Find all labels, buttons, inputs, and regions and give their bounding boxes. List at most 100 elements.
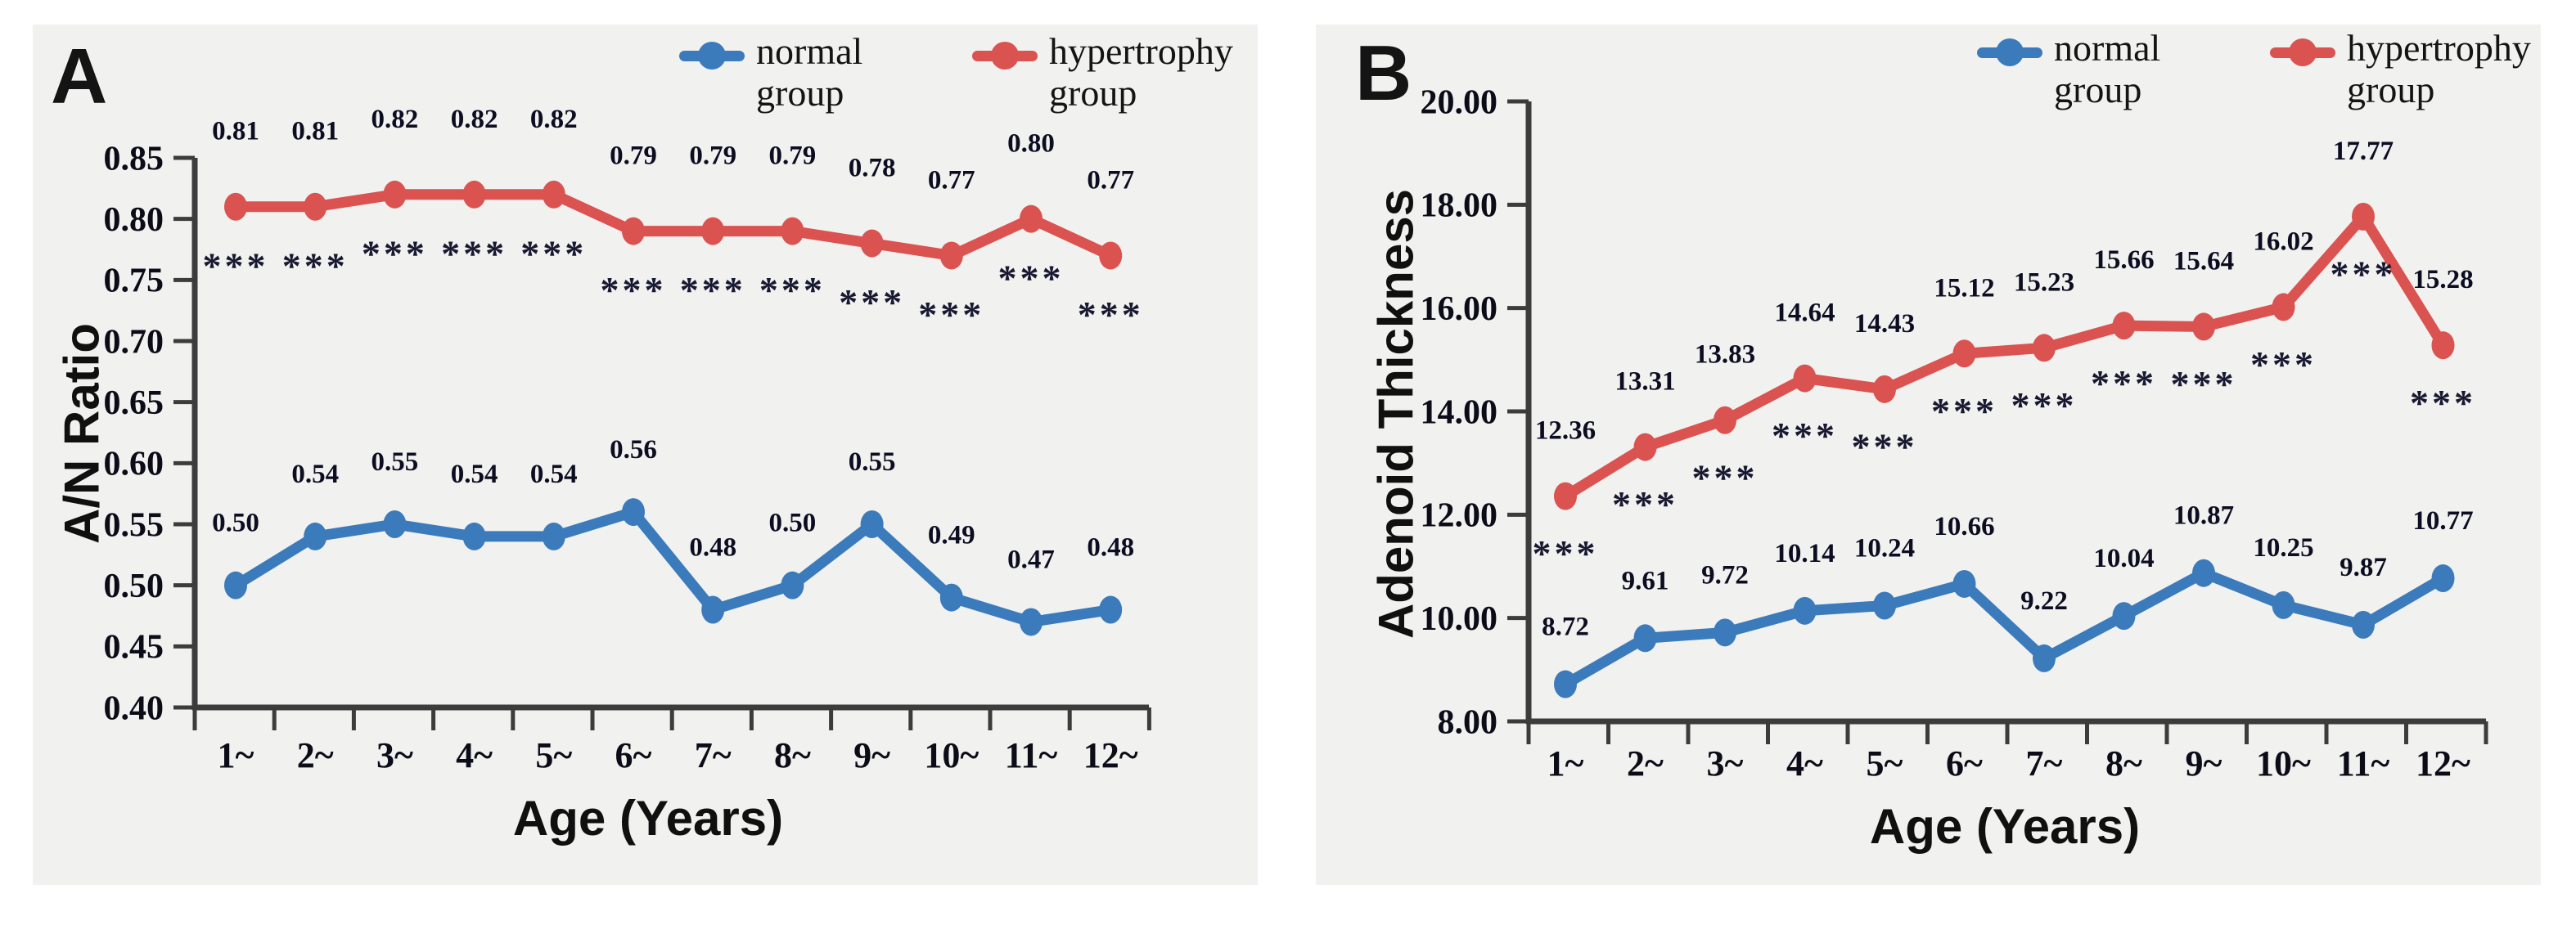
y-axis-title-b: Adenoid Thickness — [1368, 188, 1424, 640]
data-point-label: 10.24 — [1854, 534, 1915, 564]
significance-marker: *** — [2250, 344, 2317, 385]
significance-marker: *** — [1852, 425, 1918, 467]
data-point — [1714, 406, 1736, 434]
data-point-label: 0.79 — [610, 141, 657, 171]
x-tick-label: 8~ — [774, 735, 811, 775]
data-point-label: 0.50 — [212, 509, 259, 538]
significance-marker: *** — [1533, 532, 1599, 574]
y-tick-label: 0.75 — [104, 263, 164, 300]
data-point-label: 0.79 — [689, 141, 736, 171]
significance-marker: *** — [1078, 294, 1144, 335]
x-tick-label: 9~ — [2186, 743, 2222, 784]
data-point — [542, 522, 565, 550]
y-tick-label: 0.80 — [104, 201, 164, 239]
x-tick-label: 11~ — [2337, 743, 2390, 784]
data-point-label: 10.87 — [2173, 501, 2234, 531]
x-tick-label: 9~ — [853, 735, 890, 775]
data-point — [1952, 339, 1976, 368]
significance-marker: *** — [998, 257, 1065, 299]
data-point — [939, 241, 963, 270]
legend-b: normal group hypertrophy group — [1977, 27, 2550, 110]
legend-item-hypertrophy: hypertrophy group — [2270, 27, 2550, 110]
data-point-label: 13.83 — [1695, 340, 1755, 370]
significance-marker: *** — [362, 232, 428, 274]
data-point — [304, 522, 327, 550]
data-point-label: 0.80 — [1007, 129, 1055, 159]
panel-label-a: A — [51, 33, 108, 120]
x-tick-label: 2~ — [1627, 743, 1664, 784]
hypertrophy-group-marker-icon — [2270, 38, 2335, 66]
data-point-label: 0.55 — [372, 447, 419, 477]
data-point — [2352, 610, 2375, 639]
data-point — [701, 217, 725, 245]
data-point-label: 15.66 — [2093, 245, 2154, 275]
data-point — [1873, 375, 1896, 403]
y-tick-label: 16.00 — [1421, 290, 1498, 328]
data-point — [1099, 241, 1123, 270]
panel-a-background — [33, 25, 1258, 885]
significance-marker: *** — [1772, 415, 1838, 456]
data-point — [1020, 608, 1043, 636]
data-point — [2352, 202, 2375, 231]
data-point — [1020, 204, 1043, 233]
data-point-label: 0.54 — [530, 460, 578, 489]
data-point-label: 0.81 — [212, 117, 259, 146]
data-point — [304, 192, 327, 221]
data-point-label: 15.12 — [1934, 273, 1994, 303]
significance-marker: *** — [520, 232, 587, 274]
data-point — [224, 192, 247, 221]
y-tick-label: 0.50 — [104, 568, 164, 605]
data-point-label: 10.25 — [2253, 533, 2313, 563]
data-point-label: 9.72 — [1701, 560, 1749, 590]
y-tick-label: 18.00 — [1421, 187, 1498, 225]
y-tick-label: 14.00 — [1421, 393, 1498, 431]
data-point-label: 0.81 — [291, 117, 339, 146]
significance-marker: *** — [2091, 362, 2157, 404]
data-point-label: 0.54 — [451, 460, 498, 489]
hypertrophy-group-marker-icon — [972, 42, 1038, 70]
data-point-label: 14.43 — [1854, 309, 1915, 339]
data-point-label: 10.04 — [2093, 544, 2154, 573]
data-point — [939, 583, 963, 612]
x-tick-label: 1~ — [1547, 743, 1584, 784]
y-tick-label: 0.65 — [104, 384, 164, 422]
x-tick-label: 4~ — [456, 735, 493, 775]
data-point-label: 0.79 — [769, 141, 817, 171]
legend-item-normal: normal group — [679, 30, 959, 114]
y-tick-label: 0.55 — [104, 506, 164, 544]
x-tick-label: 1~ — [218, 735, 254, 775]
legend-item-hypertrophy: hypertrophy group — [972, 30, 1252, 114]
data-point — [1793, 364, 1817, 393]
x-tick-label: 4~ — [1786, 743, 1823, 784]
significance-marker: *** — [680, 269, 746, 311]
data-point-label: 15.64 — [2173, 246, 2234, 276]
x-tick-label: 6~ — [615, 735, 652, 775]
data-point — [1554, 482, 1577, 510]
data-point-label: 0.82 — [451, 105, 498, 134]
legend-label-normal: normal group — [2054, 27, 2161, 110]
significance-marker: *** — [441, 232, 507, 274]
x-tick-label: 7~ — [695, 735, 732, 775]
significance-marker: *** — [2011, 384, 2078, 426]
y-tick-label: 0.85 — [104, 140, 164, 177]
series-line-hypertrophy-group — [230, 189, 1116, 261]
x-tick-label: 3~ — [1707, 743, 1744, 784]
significance-marker: *** — [839, 281, 905, 323]
data-point-label: 9.61 — [1622, 566, 1669, 595]
x-axis-title-b: Age (Years) — [1869, 799, 2141, 854]
data-point-label: 0.56 — [610, 435, 657, 465]
x-axis-title-a: Age (Years) — [512, 791, 784, 846]
data-point — [2112, 312, 2136, 340]
data-point-label: 8.72 — [1542, 613, 1589, 642]
data-point — [622, 217, 645, 245]
data-point — [1873, 591, 1896, 620]
data-point — [2192, 559, 2215, 587]
significance-marker: *** — [2331, 254, 2397, 295]
data-point-label: 14.64 — [1774, 299, 1835, 328]
data-point — [2033, 334, 2056, 362]
data-point-label: 0.48 — [1087, 533, 1134, 563]
legend-label-hypertrophy: hypertrophy group — [2347, 27, 2531, 110]
legend-a: normal group hypertrophy group — [679, 30, 1252, 114]
data-point — [2431, 331, 2455, 360]
